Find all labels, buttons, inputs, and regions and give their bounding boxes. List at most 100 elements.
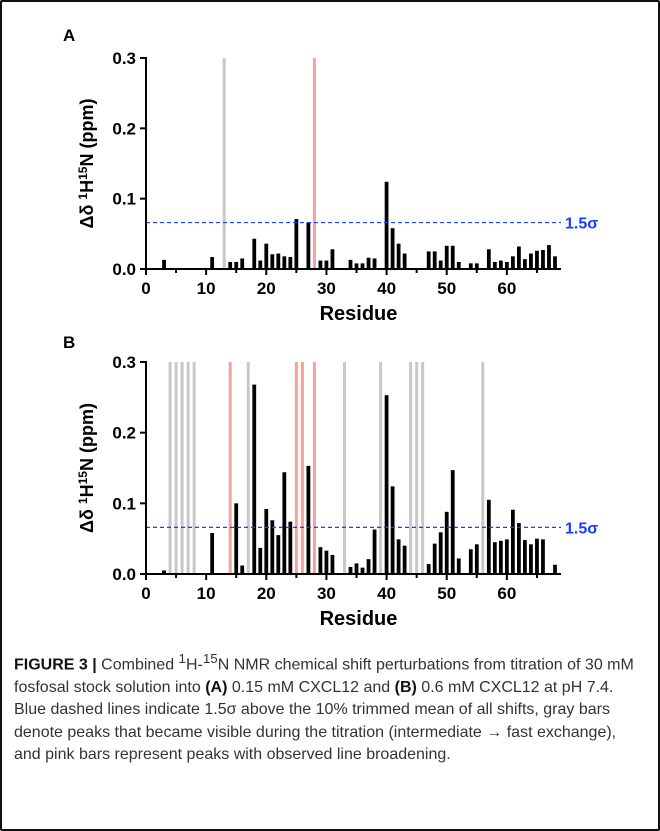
data-bar — [252, 384, 257, 574]
data-bar — [456, 558, 461, 574]
data-bar — [474, 544, 479, 574]
x-axis-title: Residue — [320, 608, 398, 630]
y-axis-title-sup: 15 — [76, 166, 90, 180]
gray-bar — [481, 362, 485, 574]
x-tick-label: 30 — [317, 279, 336, 298]
y-axis-title-sup: 1 — [76, 193, 90, 200]
data-bar — [402, 253, 407, 269]
pink-bar — [228, 362, 232, 574]
y-tick-label: 0.0 — [112, 260, 136, 279]
y-tick-label: 0.2 — [112, 424, 136, 443]
data-bar — [510, 509, 515, 574]
data-bar — [402, 545, 407, 574]
x-tick-label: 10 — [197, 279, 216, 298]
data-bar — [504, 539, 509, 574]
data-bar — [438, 532, 443, 574]
data-bar — [270, 520, 275, 574]
data-bar — [240, 565, 245, 574]
data-bar — [456, 261, 461, 269]
gray-bar — [421, 362, 425, 574]
data-bar — [252, 238, 257, 269]
data-bar — [390, 486, 395, 574]
data-bar — [432, 251, 437, 269]
gray-bar — [415, 362, 419, 574]
y-axis-title-sup: 1 — [76, 497, 90, 504]
y-tick-label: 0.2 — [112, 119, 136, 138]
caption-text: 0.6 mM CXCL12 at pH 7.4. Blue dashed lin… — [14, 678, 617, 764]
x-tick-label: 30 — [317, 584, 336, 603]
panel-label: A — [63, 26, 75, 45]
x-axis-title: Residue — [320, 303, 398, 325]
data-bar — [426, 564, 431, 574]
data-bar — [162, 570, 166, 574]
panel-b: B 1.5σ 0.0 0.1 0.2 0.3 0 10 20 30 40 50 60 Residue Δδ … — [63, 333, 598, 630]
data-bar — [498, 260, 503, 269]
data-bar — [228, 261, 233, 269]
data-bar — [264, 508, 269, 574]
pink-bar — [300, 362, 304, 574]
data-bar — [516, 246, 521, 269]
y-tick-label: 0.0 — [112, 565, 136, 584]
data-bar — [384, 395, 389, 574]
panel-label: B — [63, 333, 75, 352]
y-axis-title: Δδ 1H15N (ppm) — [76, 99, 97, 229]
x-tick-label: 50 — [437, 279, 456, 298]
data-bar — [288, 257, 293, 269]
x-tick-label: 60 — [497, 584, 516, 603]
data-bar — [529, 253, 533, 269]
data-bar — [529, 544, 533, 574]
data-bar — [210, 533, 215, 574]
data-bar — [541, 250, 545, 269]
data-bar — [510, 256, 515, 269]
data-bar — [240, 258, 245, 269]
caption-panel-b-ref: (B) — [394, 678, 417, 696]
gray-bar — [192, 362, 196, 574]
data-bar — [486, 499, 491, 574]
y-axis-title-part: N (ppm) — [77, 99, 97, 167]
data-bar — [523, 540, 527, 574]
gray-bar — [222, 58, 226, 269]
data-bar — [547, 245, 551, 269]
y-axis-title-part: H — [77, 180, 97, 193]
data-bar — [348, 259, 353, 269]
gray-bar — [180, 362, 184, 574]
data-bar — [444, 245, 449, 269]
data-bar — [234, 261, 239, 269]
figure-charts: A1.5σ0.00.10.20.30 10 20 30 40 50 60ResidueΔδ … — [63, 26, 598, 630]
pink-bar — [312, 58, 316, 269]
data-bar — [324, 550, 329, 574]
x-tick-label: 20 — [257, 279, 276, 298]
gray-bar — [168, 362, 172, 574]
data-bar — [384, 181, 389, 269]
data-bar — [282, 472, 287, 574]
data-bar — [474, 263, 479, 269]
panel-a: A 1.5σ 0.0 0.1 0.2 0.3 0 10 20 30 40 50 60 Residue Δδ … — [63, 26, 598, 325]
caption-superscript: 1 — [178, 651, 186, 666]
data-bar — [468, 549, 473, 574]
y-axis-title-sup: 15 — [76, 471, 90, 485]
data-bar — [234, 503, 239, 574]
x-tick-label: 0 — [141, 279, 150, 298]
threshold-label: 1.5σ — [565, 216, 598, 233]
data-bar — [450, 470, 455, 574]
x-tick-label: 0 — [141, 584, 150, 603]
data-bar — [210, 257, 215, 269]
y-axis-title-part: H — [77, 484, 97, 497]
data-bar — [486, 249, 491, 269]
y-tick-label: 0.1 — [112, 190, 136, 209]
data-bar — [553, 256, 557, 269]
x-tick-label: 60 — [497, 279, 516, 298]
data-bar — [516, 523, 521, 574]
data-bar — [372, 258, 377, 269]
data-bar — [372, 529, 377, 574]
data-bar — [318, 260, 323, 269]
caption-text: 0.15 mM CXCL12 and — [227, 678, 395, 696]
pink-bar — [294, 362, 298, 574]
data-bar — [288, 521, 293, 574]
data-bar — [330, 249, 335, 269]
data-bar — [468, 263, 473, 269]
y-tick-label: 0.1 — [112, 494, 136, 513]
data-bar — [535, 538, 539, 574]
data-bar — [330, 554, 335, 574]
